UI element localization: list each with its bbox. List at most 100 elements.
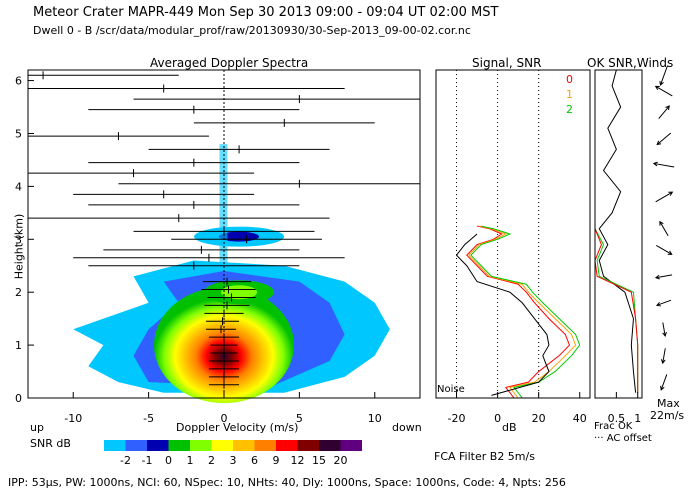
snr-xlabel: dB bbox=[502, 421, 517, 434]
colorbar-swatch bbox=[168, 440, 190, 451]
snr-frame bbox=[435, 69, 591, 399]
wind-arrow bbox=[660, 374, 668, 391]
colorbar-tick-label: 3 bbox=[230, 454, 237, 467]
x-tick-label: 0 bbox=[221, 412, 228, 425]
file-path: Dwell 0 - B /scr/data/modular_prof/raw/2… bbox=[33, 24, 471, 37]
wind-arrow bbox=[662, 348, 666, 364]
wind-arrow bbox=[656, 299, 672, 306]
colorbar-tick-label: 6 bbox=[251, 454, 258, 467]
wind-arrow-head bbox=[660, 385, 665, 391]
wind-arrow bbox=[656, 132, 672, 145]
colorbar-swatch bbox=[276, 440, 298, 451]
wind-arrow-head bbox=[668, 191, 674, 196]
wind-arrow bbox=[655, 85, 673, 97]
colorbar-tick-label: 20 bbox=[334, 454, 348, 467]
wind-arrow bbox=[653, 162, 675, 168]
legend-0: 0 bbox=[566, 73, 573, 86]
winds-series-frac_ok bbox=[598, 69, 637, 393]
colorbar-swatch bbox=[297, 440, 319, 451]
wind-arrow-head bbox=[655, 302, 661, 307]
spectra-ylabel: Height (km) bbox=[12, 213, 26, 280]
y-tick-label: 4 bbox=[15, 180, 22, 193]
wind-arrow bbox=[655, 274, 673, 279]
colorbar-swatch bbox=[211, 440, 233, 451]
colorbar-swatch bbox=[254, 440, 276, 451]
spectra-contour-2km-core bbox=[221, 285, 258, 300]
colorbar-tick-label: -2 bbox=[120, 454, 131, 467]
x-tick-label: -20 bbox=[448, 412, 466, 425]
colorbar-tick-label: 1 bbox=[187, 454, 194, 467]
wind-arrow bbox=[655, 191, 673, 203]
up-label: up bbox=[30, 421, 44, 434]
wind-arrow-head bbox=[659, 220, 664, 226]
colorbar-swatch bbox=[340, 440, 362, 451]
colorbar-tick-label: -1 bbox=[142, 454, 153, 467]
x-tick-label: 0 bbox=[494, 412, 501, 425]
spectra-title: Averaged Doppler Spectra bbox=[150, 56, 309, 70]
max-label: Max bbox=[657, 397, 680, 410]
ac-offset-label: AC offset bbox=[606, 433, 652, 444]
y-tick-label: 6 bbox=[15, 75, 22, 88]
legend-1: 1 bbox=[566, 88, 573, 101]
down-label: down bbox=[392, 421, 422, 434]
max-value: 22m/s bbox=[650, 409, 685, 422]
wind-arrow-head bbox=[654, 274, 660, 280]
snr-title: Signal, SNR bbox=[472, 56, 542, 70]
colorbar-swatch bbox=[147, 440, 169, 451]
colorbar-tick-label: 9 bbox=[273, 454, 280, 467]
colorbar-label: SNR dB bbox=[30, 437, 71, 450]
y-tick-label: 3 bbox=[15, 233, 22, 246]
x-tick-label: 0.5 bbox=[608, 412, 626, 425]
x-tick-label: -10 bbox=[64, 412, 82, 425]
spectra-xlabel: Doppler Velocity (m/s) bbox=[176, 421, 299, 434]
y-tick-label: 1 bbox=[15, 339, 22, 352]
x-tick-label: 1 bbox=[634, 412, 641, 425]
x-tick-label: 10 bbox=[368, 412, 382, 425]
colorbar-swatch bbox=[125, 440, 147, 451]
colorbar-tick-label: 0 bbox=[165, 454, 172, 467]
wind-arrow bbox=[659, 221, 669, 237]
snr-series-0 bbox=[466, 225, 571, 399]
colorbar-tick-label: 2 bbox=[208, 454, 215, 467]
params-footer: IPP: 53μs, PW: 1000ns, NCI: 60, NSpec: 1… bbox=[8, 476, 566, 489]
winds-title: OK SNR,Winds bbox=[587, 56, 674, 70]
wind-arrow-head bbox=[654, 85, 660, 91]
colorbar-swatch bbox=[233, 440, 255, 451]
legend-2: 2 bbox=[566, 103, 573, 116]
snr-series-1 bbox=[468, 225, 577, 399]
y-tick-label: 5 bbox=[15, 127, 22, 140]
page-title: Meteor Crater MAPR-449 Mon Sep 30 2013 0… bbox=[33, 5, 499, 20]
x-tick-label: -5 bbox=[143, 412, 154, 425]
wind-arrow-head bbox=[662, 331, 667, 337]
x-tick-label: 40 bbox=[573, 412, 587, 425]
x-tick-label: 5 bbox=[296, 412, 303, 425]
colorbar-tick-label: 15 bbox=[312, 454, 326, 467]
wind-arrow bbox=[656, 244, 672, 255]
x-tick-label: 20 bbox=[532, 412, 546, 425]
wind-arrow bbox=[660, 65, 668, 86]
snr-series-signal bbox=[455, 233, 550, 396]
wind-arrow-head bbox=[656, 140, 662, 146]
winds-frame bbox=[594, 69, 643, 399]
wind-arrow-head bbox=[652, 161, 658, 167]
wind-arrow-head bbox=[660, 359, 666, 365]
wind-arrow-head bbox=[665, 105, 670, 111]
ac-offset-legend: ··· AC offset bbox=[594, 433, 652, 444]
snr-series-2 bbox=[470, 225, 581, 399]
wind-arrow bbox=[658, 105, 670, 119]
frac-ok-label: Frac OK bbox=[594, 421, 633, 432]
colorbar-swatch bbox=[104, 440, 126, 451]
wind-arrow-head bbox=[667, 250, 673, 255]
wind-arrow bbox=[662, 322, 666, 337]
dotted-line-glyph: ··· bbox=[594, 433, 604, 444]
colorbar-swatch bbox=[190, 440, 212, 451]
noise-label: Noise bbox=[437, 384, 465, 395]
y-tick-label: 2 bbox=[15, 286, 22, 299]
wind-arrow-head bbox=[659, 80, 664, 86]
filter-label: FCA Filter B2 5m/s bbox=[434, 450, 535, 463]
y-tick-label: 0 bbox=[15, 392, 22, 405]
colorbar-swatch bbox=[319, 440, 341, 451]
colorbar-tick-label: 12 bbox=[291, 454, 305, 467]
winds-series-red bbox=[594, 228, 639, 393]
